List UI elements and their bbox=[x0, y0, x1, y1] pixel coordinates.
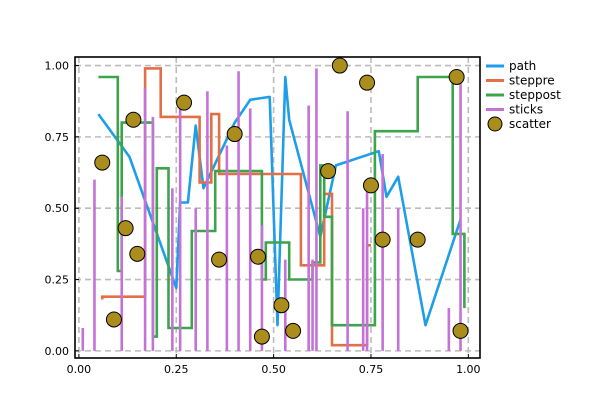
y-tick-label: 0.50 bbox=[45, 202, 70, 215]
scatter-point-13 bbox=[331, 57, 348, 74]
series-layer bbox=[81, 57, 469, 351]
scatter-point-5 bbox=[176, 94, 193, 111]
x-tick-label: 0.75 bbox=[359, 363, 384, 376]
scatter-point-18 bbox=[448, 68, 465, 85]
scatter-point-19 bbox=[452, 322, 469, 339]
y-tick-label: 0.25 bbox=[45, 274, 70, 287]
x-tick-label: 0.50 bbox=[261, 363, 286, 376]
scatter-point-9 bbox=[253, 328, 270, 345]
scatter-point-2 bbox=[117, 220, 134, 237]
scatter-point-7 bbox=[226, 126, 243, 143]
scatter-point-14 bbox=[359, 74, 376, 91]
x-tick-label: 0.00 bbox=[67, 363, 92, 376]
legend-marker-scatter bbox=[487, 116, 503, 132]
scatter-point-15 bbox=[362, 177, 379, 194]
scatter-point-1 bbox=[105, 311, 122, 328]
y-tick-label: 1.00 bbox=[45, 60, 70, 73]
legend-label-sticks: sticks bbox=[509, 103, 543, 117]
series-line-steppre bbox=[101, 67, 371, 347]
legend-label-scatter: scatter bbox=[509, 117, 551, 131]
scatter-point-6 bbox=[211, 251, 228, 268]
y-tick-label: 0.00 bbox=[45, 345, 70, 358]
legend-label-path: path bbox=[509, 59, 536, 73]
scatter-point-0 bbox=[94, 154, 111, 171]
scatter-point-12 bbox=[320, 163, 337, 180]
scatter-point-11 bbox=[285, 322, 302, 339]
plot-frame bbox=[74, 56, 481, 359]
grid-layer bbox=[75, 57, 480, 358]
series-line-steppost bbox=[98, 75, 466, 338]
scatter-point-4 bbox=[129, 245, 146, 262]
legend-label-steppost: steppost bbox=[509, 88, 561, 102]
scatter-point-10 bbox=[273, 297, 290, 314]
scatter-point-8 bbox=[250, 248, 267, 265]
axes-layer: 0.00 0.25 0.50 0.75 1.00 0.00 0.25 0.50 0.75 1.00 bbox=[45, 56, 481, 376]
y-tick-label: 0.75 bbox=[45, 131, 70, 144]
x-tick-label: 0.25 bbox=[164, 363, 189, 376]
x-tick-label: 1.00 bbox=[456, 363, 481, 376]
scatter-point-16 bbox=[374, 231, 391, 248]
scatter-point-3 bbox=[125, 111, 142, 128]
legend-label-steppre: steppre bbox=[509, 74, 555, 88]
scatter-point-17 bbox=[409, 231, 426, 248]
